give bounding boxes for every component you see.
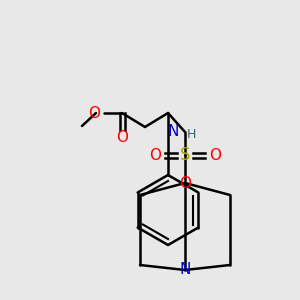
Text: O: O <box>209 148 221 163</box>
Text: N: N <box>168 124 179 140</box>
Text: O: O <box>116 130 128 146</box>
Text: N: N <box>179 262 191 278</box>
Text: O: O <box>88 106 100 121</box>
Text: S: S <box>180 146 190 164</box>
Text: O: O <box>149 148 161 163</box>
Text: O: O <box>179 176 191 190</box>
Text: H: H <box>187 128 196 140</box>
